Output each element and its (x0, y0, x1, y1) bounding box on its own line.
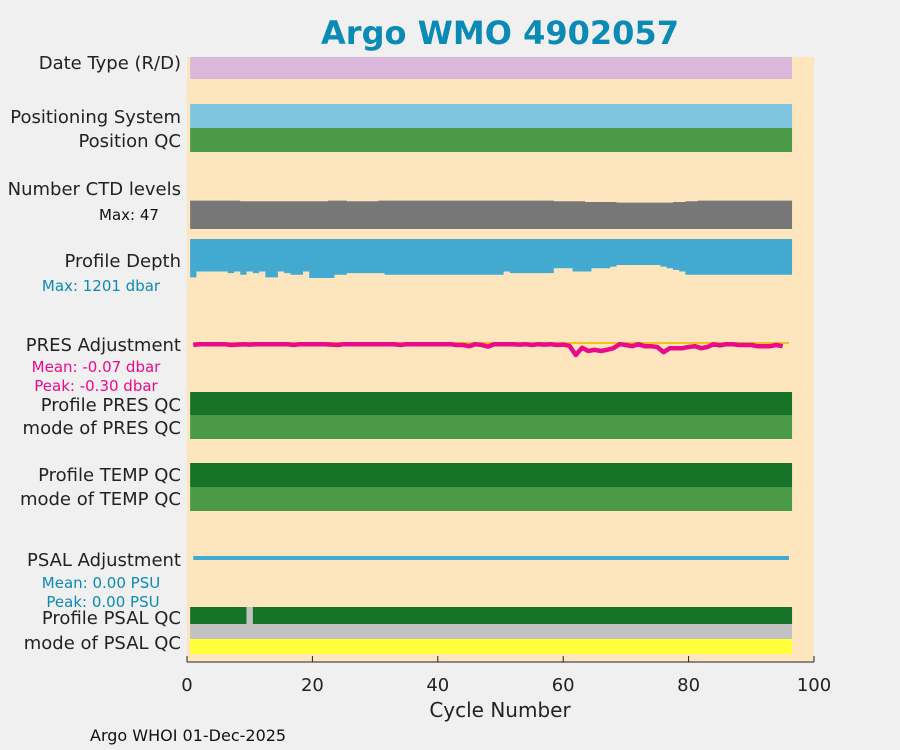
chart-title: Argo WMO 4902057 (321, 14, 679, 52)
footer-credit: Argo WHOI 01-Dec-2025 (90, 726, 286, 745)
label-profile-psal-qc: Profile PSAL QC (42, 608, 181, 629)
chart-marks (190, 57, 793, 654)
x-axis-label: Cycle Number (429, 698, 571, 722)
plot-area (187, 57, 814, 662)
mode-temp-qc-band (190, 487, 793, 511)
label-position-qc: Position QC (78, 131, 181, 152)
x-tick-label: 100 (797, 675, 831, 696)
label-mode-pres-qc: mode of PRES QC (23, 418, 181, 439)
depth-max-label: Max: 1201 dbar (42, 277, 161, 295)
label-mode-psal-qc: mode of PSAL QC (24, 633, 181, 654)
profile-psal-qc-segment-1 (252, 607, 793, 624)
label-positioning-system: Positioning System (10, 107, 181, 128)
row-labels: Date Type (R/D) Positioning System Posit… (8, 53, 181, 654)
x-tick-label: 40 (426, 675, 449, 696)
date-type-band (190, 57, 793, 79)
profile-psal-qc-gap (246, 607, 253, 624)
x-tick-label: 80 (677, 675, 700, 696)
annotations: Max: 47 Max: 1201 dbar Mean: -0.07 dbar … (32, 206, 162, 611)
label-pres-adjustment: PRES Adjustment (26, 335, 181, 356)
pres-adjustment-line (192, 341, 784, 358)
x-tick-label: 0 (181, 675, 192, 696)
mode-psal-qc-yellow-band (190, 639, 793, 654)
label-profile-pres-qc: Profile PRES QC (41, 395, 181, 416)
psal-mean-label: Mean: 0.00 PSU (42, 574, 160, 592)
label-ctd-levels: Number CTD levels (8, 179, 181, 200)
ctd-max-label: Max: 47 (99, 206, 159, 224)
label-psal-adjustment: PSAL Adjustment (27, 550, 181, 571)
ctd-levels-area (190, 200, 793, 229)
psal-peak-label: Peak: 0.00 PSU (46, 593, 159, 611)
position-qc-band (190, 128, 793, 152)
x-axis: 0 20 40 60 80 100 (181, 656, 831, 696)
positioning-system-band (190, 104, 793, 128)
mode-pres-qc-band (190, 415, 793, 439)
profile-temp-qc-band (190, 463, 793, 487)
label-profile-temp-qc: Profile TEMP QC (38, 465, 181, 486)
label-date-type: Date Type (R/D) (39, 53, 181, 74)
mode-psal-qc-gray-band (190, 624, 793, 639)
x-tick-label: 60 (552, 675, 575, 696)
label-mode-temp-qc: mode of TEMP QC (20, 489, 181, 510)
pres-peak-label: Peak: -0.30 dbar (34, 377, 158, 395)
pres-mean-label: Mean: -0.07 dbar (32, 358, 162, 376)
label-profile-depth: Profile Depth (64, 251, 181, 272)
profile-pres-qc-band (190, 392, 793, 415)
profile-depth-area (190, 239, 793, 278)
profile-psal-qc-segment-0 (190, 607, 247, 624)
x-tick-label: 20 (301, 675, 324, 696)
